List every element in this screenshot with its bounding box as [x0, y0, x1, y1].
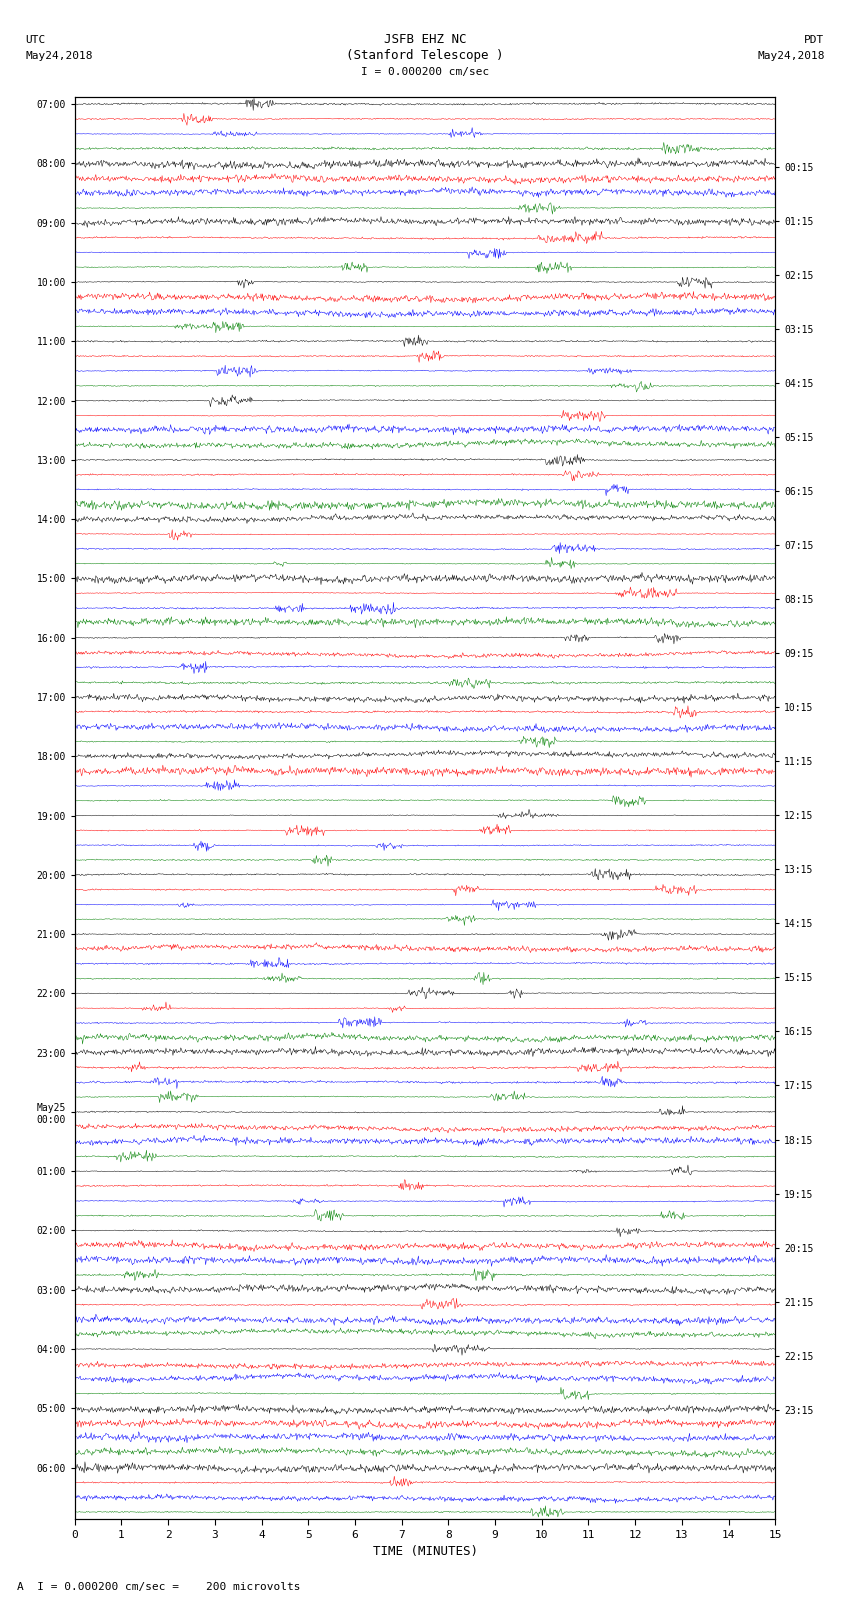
Text: JSFB EHZ NC: JSFB EHZ NC — [383, 32, 467, 47]
Text: May24,2018: May24,2018 — [26, 50, 93, 61]
Text: (Stanford Telescope ): (Stanford Telescope ) — [346, 48, 504, 63]
Text: A  I = 0.000200 cm/sec =    200 microvolts: A I = 0.000200 cm/sec = 200 microvolts — [17, 1582, 301, 1592]
Text: PDT: PDT — [804, 34, 824, 45]
Text: May24,2018: May24,2018 — [757, 50, 824, 61]
X-axis label: TIME (MINUTES): TIME (MINUTES) — [372, 1545, 478, 1558]
Text: I = 0.000200 cm/sec: I = 0.000200 cm/sec — [361, 66, 489, 77]
Text: UTC: UTC — [26, 34, 46, 45]
